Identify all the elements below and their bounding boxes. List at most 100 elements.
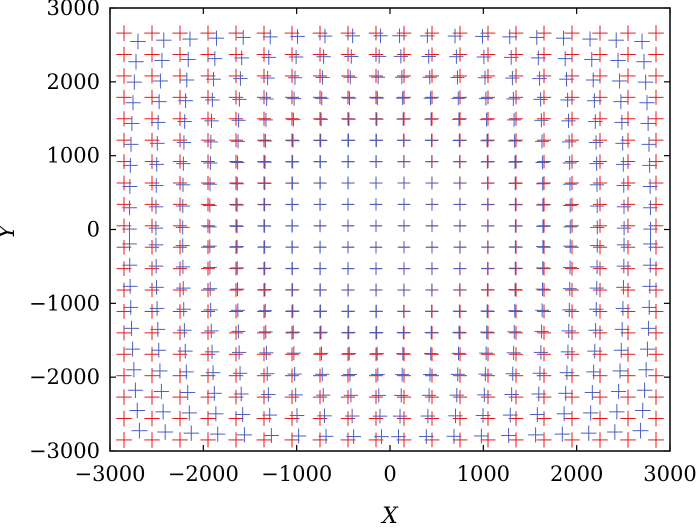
data-point: [314, 346, 329, 361]
data-point: [176, 280, 191, 296]
data-point: [262, 29, 278, 45]
data-point: [564, 154, 580, 169]
data-point: [313, 176, 327, 190]
data-point: [233, 386, 249, 402]
data-point: [152, 73, 168, 89]
data-point: [562, 134, 577, 149]
data-point: [508, 411, 524, 426]
data-point: [129, 402, 146, 419]
data-point: [172, 197, 188, 212]
data-point: [373, 28, 388, 44]
data-point: [395, 367, 410, 382]
data-point: [392, 28, 407, 44]
data-point: [453, 368, 467, 383]
data-point: [449, 49, 464, 64]
data-point: [200, 347, 216, 362]
data-point: [288, 387, 303, 403]
data-point: [122, 236, 137, 252]
data-point: [535, 261, 550, 275]
data-point: [559, 365, 575, 380]
data-point: [509, 283, 523, 297]
data-point: [130, 33, 146, 50]
data-point: [506, 345, 521, 360]
data-point: [556, 406, 572, 422]
data-point: [528, 427, 544, 443]
data-point: [396, 25, 412, 41]
data-point: [156, 32, 172, 48]
data-point: [149, 280, 164, 295]
data-point: [396, 325, 411, 340]
data-point: [285, 219, 299, 233]
data-point: [504, 387, 519, 402]
data-point: [341, 90, 355, 105]
data-point: [612, 73, 628, 89]
data-point: [537, 133, 551, 148]
data-point: [172, 154, 188, 169]
data-point: [285, 304, 299, 319]
data-point: [257, 133, 271, 148]
data-point: [475, 29, 490, 44]
data-point: [284, 25, 300, 41]
data-point: [228, 347, 244, 362]
data-point: [583, 405, 599, 421]
data-point: [122, 200, 137, 216]
data-point: [564, 389, 580, 405]
data-point: [507, 134, 522, 148]
data-point: [131, 422, 148, 439]
data-point: [453, 90, 467, 105]
data-point: [207, 51, 223, 67]
data-point: [537, 197, 551, 212]
data-point: [508, 389, 524, 405]
data-point: [481, 240, 495, 254]
data-point: [616, 237, 632, 253]
data-point: [176, 135, 192, 150]
data-point: [257, 325, 271, 340]
data-point: [586, 364, 602, 380]
data-point: [200, 111, 216, 126]
data-point: [564, 25, 580, 41]
data-point: [590, 238, 605, 253]
data-point: [368, 47, 384, 62]
data-point: [590, 220, 605, 235]
data-point: [370, 112, 384, 126]
data-point: [313, 283, 327, 297]
data-point: [126, 362, 142, 378]
data-point: [177, 322, 192, 338]
data-point: [424, 112, 438, 127]
data-point: [648, 46, 664, 63]
data-point: [564, 432, 580, 448]
data-point: [507, 324, 522, 339]
data-point: [258, 282, 272, 297]
data-point: [372, 49, 387, 64]
data-point: [425, 262, 439, 275]
data-point: [424, 325, 438, 340]
data-point: [480, 47, 496, 62]
data-point: [536, 411, 552, 426]
data-point: [534, 113, 549, 128]
data-point: [564, 325, 580, 340]
data-point: [643, 221, 658, 237]
data-point: [423, 367, 437, 382]
data-point: [537, 261, 551, 276]
data-point: [204, 323, 219, 339]
data-point: [342, 91, 357, 106]
data-point: [231, 113, 246, 128]
data-point: [478, 367, 493, 382]
data-point: [369, 241, 383, 254]
data-point: [397, 198, 411, 211]
data-point: [232, 92, 247, 107]
data-point: [509, 154, 523, 169]
data-point: [344, 408, 360, 424]
data-point: [453, 283, 467, 297]
data-point: [285, 111, 299, 126]
data-point: [205, 92, 220, 108]
data-point: [590, 198, 605, 214]
data-point: [370, 367, 385, 382]
data-point: [452, 389, 468, 405]
data-point: [341, 368, 355, 383]
data-point: [564, 111, 580, 126]
data-point: [200, 389, 216, 405]
data-point: [481, 219, 495, 233]
data-point: [557, 51, 573, 67]
data-point: [589, 280, 604, 296]
